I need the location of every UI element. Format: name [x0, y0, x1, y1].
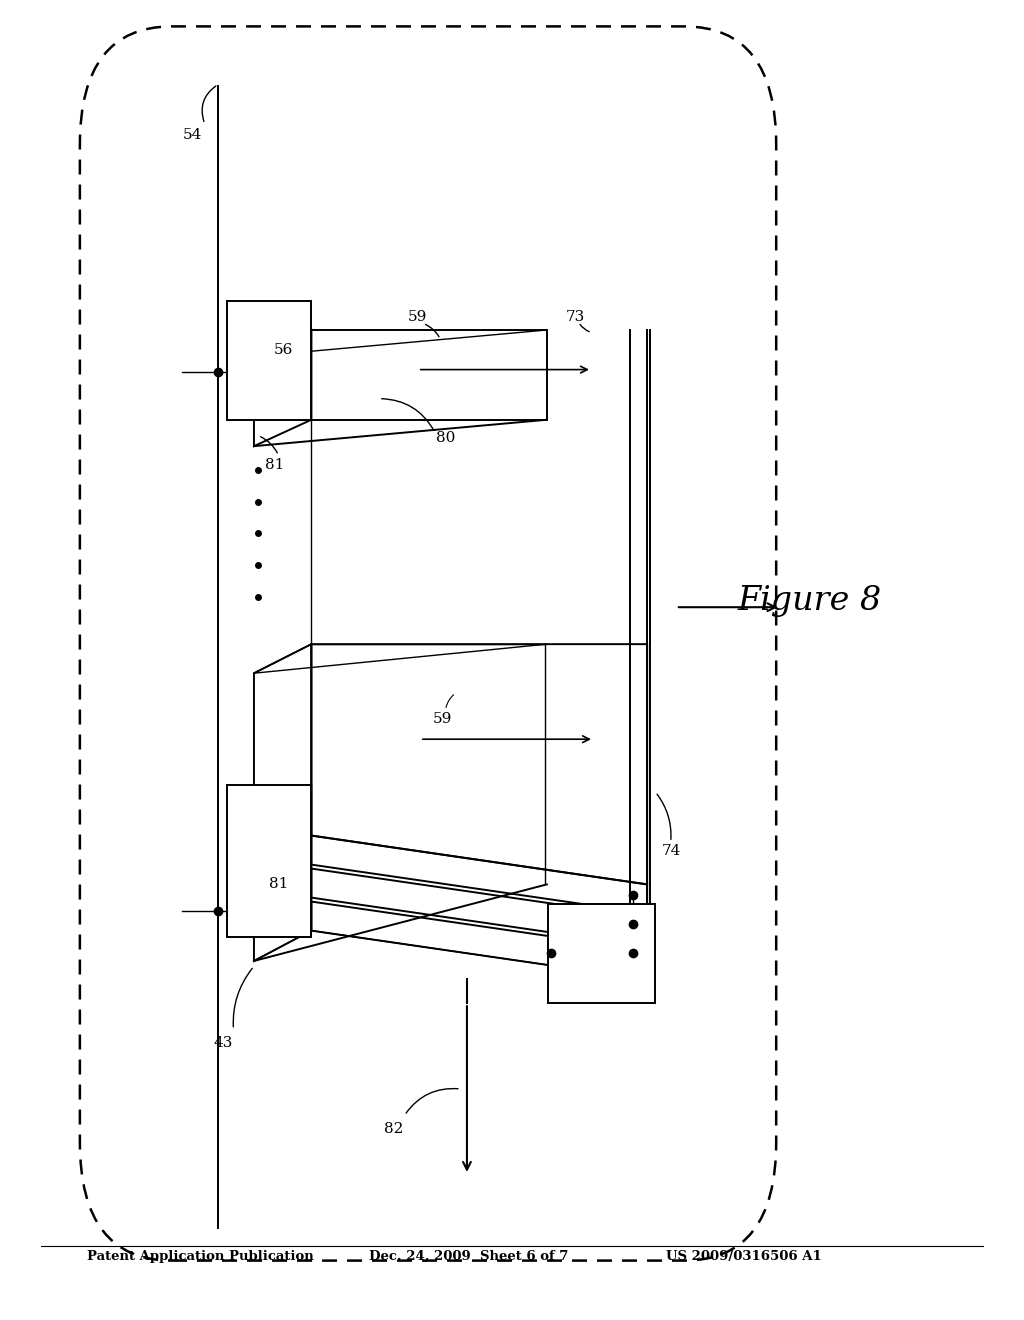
Text: 81: 81 [265, 458, 284, 471]
Text: 54: 54 [183, 128, 202, 141]
Text: 56: 56 [274, 343, 293, 356]
Text: 80: 80 [436, 432, 455, 445]
Text: 82: 82 [384, 1122, 402, 1135]
Text: US 2009/0316506 A1: US 2009/0316506 A1 [666, 1250, 821, 1263]
Text: 43: 43 [214, 1036, 232, 1049]
Text: Patent Application Publication: Patent Application Publication [87, 1250, 313, 1263]
Text: Dec. 24, 2009  Sheet 6 of 7: Dec. 24, 2009 Sheet 6 of 7 [369, 1250, 568, 1263]
Text: 73: 73 [566, 310, 585, 323]
Text: 74: 74 [663, 845, 681, 858]
Text: 81: 81 [269, 878, 288, 891]
Text: 59: 59 [433, 713, 452, 726]
Bar [227, 785, 311, 937]
Text: Figure 8: Figure 8 [737, 585, 882, 616]
Text: 59: 59 [409, 310, 427, 323]
Bar [227, 301, 311, 420]
Bar [548, 904, 655, 1003]
